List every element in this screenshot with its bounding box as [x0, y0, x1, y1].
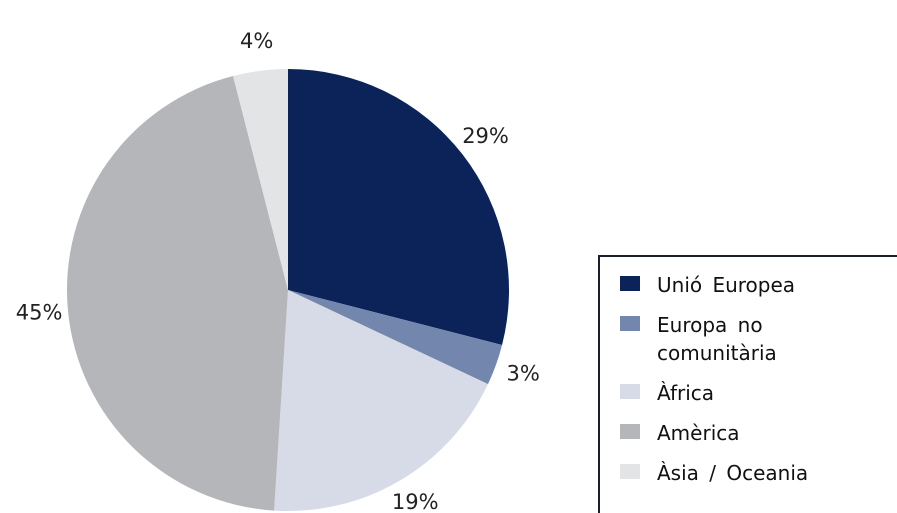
legend-label: Àsia / Oceania	[657, 461, 809, 485]
legend-label: Unió Europea	[657, 273, 796, 297]
data-label: 45%	[16, 301, 63, 325]
legend-swatch	[620, 384, 640, 399]
legend-label: Europa no comunitària	[657, 313, 777, 365]
legend-item: Unió Europea	[620, 271, 897, 299]
legend-swatch	[620, 464, 640, 479]
legend: Unió Europea Europa no comunitària Àfrica A…	[598, 255, 897, 513]
data-label: 19%	[392, 490, 439, 513]
legend-item: Àfrica	[620, 379, 897, 407]
legend-item: Europa no comunitària	[620, 311, 897, 367]
legend-label: Àfrica	[657, 381, 715, 405]
data-label: 3%	[507, 362, 540, 386]
legend-swatch	[620, 316, 640, 331]
legend-swatch	[620, 276, 640, 291]
legend-swatch	[620, 424, 640, 439]
pie-slice	[288, 290, 503, 385]
legend-item: Amèrica	[620, 419, 897, 447]
legend-item: Àsia / Oceania	[620, 459, 897, 487]
data-label: 29%	[462, 124, 509, 148]
pie-slice	[288, 69, 510, 345]
data-label: 4%	[240, 29, 273, 53]
pie-slice	[274, 290, 488, 511]
pie-slice	[66, 75, 289, 511]
legend-label: Amèrica	[657, 421, 740, 445]
pie-slice	[233, 69, 288, 290]
